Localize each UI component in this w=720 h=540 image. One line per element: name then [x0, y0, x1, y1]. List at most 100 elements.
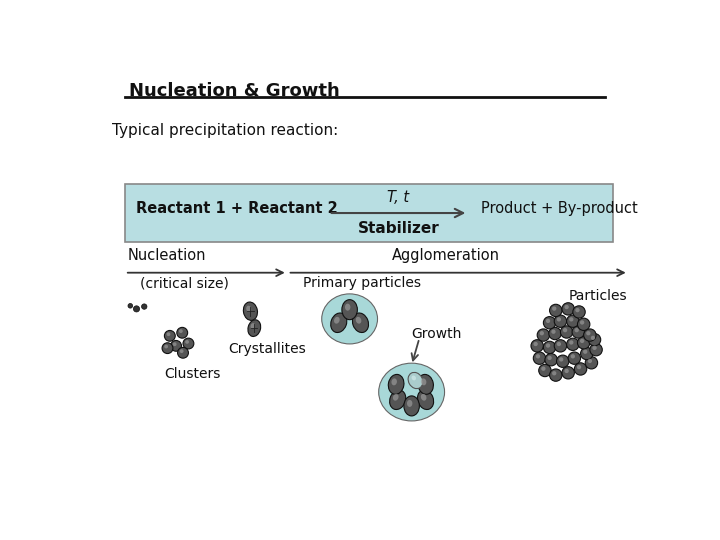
Circle shape — [171, 340, 181, 351]
Circle shape — [584, 329, 596, 341]
Circle shape — [531, 340, 544, 352]
Ellipse shape — [388, 374, 404, 394]
Ellipse shape — [418, 390, 433, 409]
Circle shape — [580, 320, 585, 325]
Circle shape — [549, 327, 561, 340]
Circle shape — [577, 336, 590, 349]
Circle shape — [585, 356, 598, 369]
Circle shape — [593, 346, 597, 350]
Circle shape — [591, 336, 595, 340]
Circle shape — [567, 315, 579, 327]
Circle shape — [539, 364, 551, 377]
Circle shape — [562, 303, 575, 315]
Ellipse shape — [345, 303, 351, 310]
Ellipse shape — [243, 302, 258, 320]
Ellipse shape — [356, 317, 361, 323]
Ellipse shape — [322, 294, 377, 344]
Circle shape — [546, 319, 550, 323]
Circle shape — [178, 347, 189, 358]
Circle shape — [560, 326, 573, 338]
Circle shape — [590, 343, 602, 356]
Ellipse shape — [408, 373, 423, 389]
Circle shape — [569, 340, 573, 345]
Circle shape — [557, 355, 569, 367]
Text: Nucleation: Nucleation — [127, 248, 206, 264]
Circle shape — [557, 317, 561, 321]
Circle shape — [552, 329, 556, 334]
Circle shape — [164, 330, 175, 341]
Circle shape — [534, 342, 538, 346]
Ellipse shape — [418, 374, 433, 394]
Ellipse shape — [246, 306, 251, 312]
Text: Stabilizer: Stabilizer — [358, 221, 439, 236]
Circle shape — [571, 354, 575, 359]
Circle shape — [142, 304, 147, 309]
Circle shape — [583, 349, 588, 354]
Circle shape — [166, 332, 171, 336]
Circle shape — [180, 349, 184, 353]
Circle shape — [554, 340, 567, 352]
Circle shape — [541, 367, 546, 371]
Text: Reactant 1 + Reactant 2: Reactant 1 + Reactant 2 — [137, 201, 338, 216]
Text: Agglomeration: Agglomeration — [392, 248, 500, 264]
Text: Typical precipitation reaction:: Typical precipitation reaction: — [112, 123, 338, 138]
Circle shape — [564, 305, 569, 309]
Text: Crystallites: Crystallites — [228, 342, 306, 356]
Text: (critical size): (critical size) — [140, 276, 229, 291]
Text: Particles: Particles — [568, 289, 627, 303]
Ellipse shape — [342, 300, 357, 320]
Circle shape — [569, 317, 573, 321]
Circle shape — [546, 343, 550, 348]
Circle shape — [577, 318, 590, 330]
Ellipse shape — [334, 317, 340, 323]
Circle shape — [588, 334, 600, 346]
Circle shape — [179, 329, 183, 333]
Ellipse shape — [330, 313, 347, 333]
Circle shape — [567, 338, 579, 350]
Ellipse shape — [404, 396, 419, 416]
Circle shape — [557, 342, 561, 346]
Ellipse shape — [251, 323, 255, 329]
Circle shape — [545, 354, 557, 366]
Text: Clusters: Clusters — [164, 367, 221, 381]
Circle shape — [544, 341, 556, 354]
Circle shape — [177, 327, 188, 338]
Circle shape — [580, 339, 585, 343]
Circle shape — [552, 306, 557, 310]
Ellipse shape — [390, 390, 406, 409]
Circle shape — [133, 306, 140, 312]
Circle shape — [540, 331, 544, 335]
Text: Product + By-product: Product + By-product — [482, 201, 638, 216]
Circle shape — [563, 328, 567, 332]
Circle shape — [575, 328, 579, 332]
Circle shape — [573, 306, 585, 318]
Ellipse shape — [352, 313, 369, 333]
Circle shape — [185, 340, 189, 344]
Bar — [125, 184, 613, 242]
Ellipse shape — [407, 400, 413, 407]
Text: Primary particles: Primary particles — [303, 275, 421, 289]
Circle shape — [534, 352, 546, 365]
Ellipse shape — [421, 379, 426, 386]
Ellipse shape — [379, 363, 444, 421]
Circle shape — [544, 316, 556, 329]
Ellipse shape — [393, 394, 399, 401]
Circle shape — [575, 363, 587, 375]
Circle shape — [183, 338, 194, 349]
Circle shape — [164, 345, 168, 348]
Circle shape — [577, 365, 581, 369]
Ellipse shape — [420, 394, 426, 401]
Circle shape — [586, 331, 590, 335]
Circle shape — [572, 326, 585, 338]
Circle shape — [173, 342, 176, 346]
Circle shape — [536, 354, 540, 359]
Circle shape — [554, 315, 567, 327]
Circle shape — [537, 329, 549, 341]
Circle shape — [575, 308, 580, 312]
Ellipse shape — [412, 375, 416, 380]
Ellipse shape — [392, 379, 397, 386]
Circle shape — [552, 371, 557, 375]
Circle shape — [564, 369, 569, 373]
Text: Growth: Growth — [412, 327, 462, 341]
Circle shape — [568, 352, 580, 365]
